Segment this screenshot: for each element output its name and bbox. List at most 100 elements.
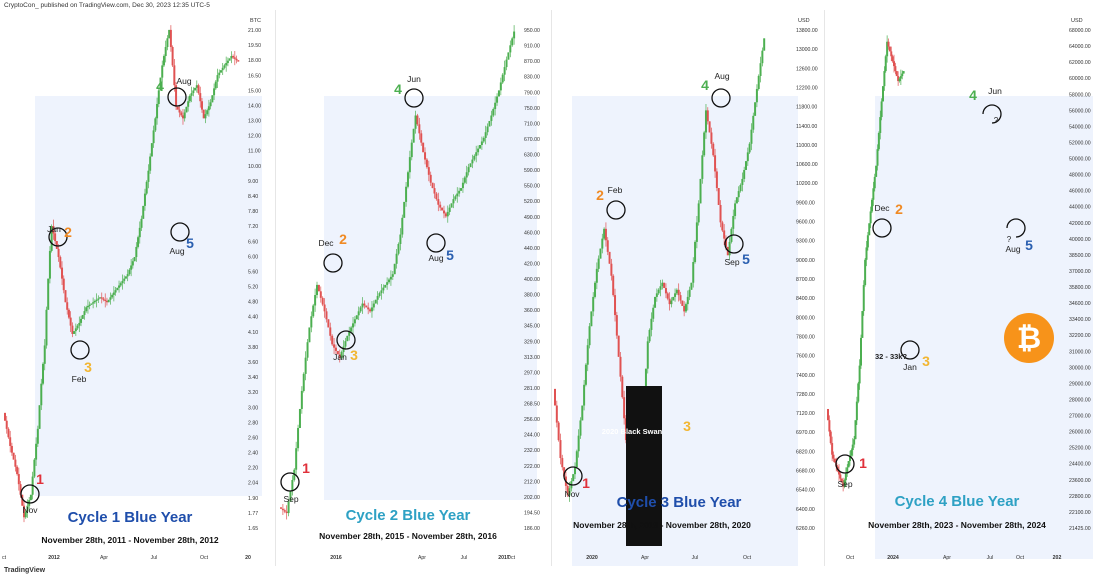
candle-body <box>312 305 315 317</box>
point-label: Aug <box>714 71 729 81</box>
candle-body <box>619 356 622 377</box>
candle-body <box>118 285 121 288</box>
candle-body <box>9 437 12 446</box>
candle-body <box>458 190 461 194</box>
candle-body <box>614 295 617 316</box>
price-tick: 10200.00 <box>796 181 818 187</box>
candle-body <box>755 88 758 103</box>
candle-body <box>50 226 53 251</box>
candle-body <box>599 248 602 259</box>
price-tick: 34600.00 <box>1069 301 1091 307</box>
candle-body <box>119 283 122 286</box>
candle-body <box>124 276 127 279</box>
candle-body <box>190 93 193 96</box>
candle-body <box>348 331 351 336</box>
price-tick: 7280.00 <box>796 392 815 398</box>
candle-body <box>851 444 854 451</box>
candle-body <box>473 155 476 160</box>
candle-body <box>574 467 577 475</box>
candle-body <box>860 337 862 366</box>
candle-body <box>380 290 383 294</box>
price-tick: 710.00 <box>524 121 540 127</box>
price-tick: 202.00 <box>524 495 540 501</box>
candle-body <box>893 61 895 67</box>
price-tick: 232.00 <box>524 448 540 454</box>
cycle-number: 2 <box>596 187 604 203</box>
candle-body <box>23 505 26 518</box>
candle-body <box>763 38 766 51</box>
candle-body <box>577 435 580 452</box>
candle-body <box>289 490 292 502</box>
candle-body <box>555 405 558 423</box>
candle-body <box>150 143 153 157</box>
price-tick: 14.00 <box>248 103 261 109</box>
candle-body <box>40 383 43 406</box>
candle-body <box>712 143 715 156</box>
candle-body <box>657 289 660 294</box>
candle-body <box>78 322 81 326</box>
candle-body <box>142 205 145 219</box>
candle-body <box>287 501 290 514</box>
candle-body <box>446 211 449 217</box>
time-tick: ct <box>2 555 7 561</box>
candle-body <box>883 71 886 87</box>
candle-body <box>425 159 428 168</box>
candle-body <box>861 311 864 338</box>
candle-body <box>501 74 504 83</box>
price-tick: 11800.00 <box>796 105 817 111</box>
candle-body <box>281 508 284 511</box>
candle-body <box>147 170 150 182</box>
candle-body <box>728 241 731 256</box>
price-tick: 56000.00 <box>1069 108 1091 114</box>
candle-body <box>714 155 717 172</box>
candle-body <box>456 193 459 197</box>
price-tick: 830.00 <box>524 75 540 81</box>
price-tick: 27000.00 <box>1069 414 1091 420</box>
candle-body <box>703 132 706 156</box>
cycle-number: 5 <box>1025 237 1033 253</box>
candle-body <box>76 325 79 329</box>
price-tick: 297.00 <box>524 370 540 376</box>
candle-body <box>321 297 324 305</box>
cycle-number: 4 <box>969 87 977 103</box>
candle-body <box>202 109 205 119</box>
price-tick: 42000.00 <box>1069 221 1091 227</box>
price-tick: 12200.00 <box>796 85 818 91</box>
candle-body <box>469 163 472 168</box>
candle-body <box>831 443 834 455</box>
candle-body <box>879 117 882 133</box>
candle-body <box>194 87 197 91</box>
point-label: Aug <box>176 76 191 86</box>
candle-body <box>183 112 186 119</box>
candle-body <box>225 63 228 66</box>
candle-body <box>844 473 847 481</box>
cycle-4-chart: 68000.00 64000.00 62000.00 60000.00 58000.00… <box>827 18 1093 561</box>
candle-body <box>759 63 762 76</box>
price-tick: 490.00 <box>524 215 540 221</box>
candle-body <box>843 480 846 487</box>
candle-body <box>899 76 902 79</box>
candle-body <box>73 331 76 334</box>
candle-body <box>849 455 851 461</box>
price-tick: 13.00 <box>248 119 261 125</box>
candle-body <box>207 106 210 111</box>
price-tick: 16.50 <box>248 73 261 79</box>
candle-body <box>677 289 680 296</box>
candle-body <box>450 203 453 208</box>
candle-body <box>355 315 358 320</box>
candle-body <box>395 253 398 264</box>
candle-body <box>195 85 198 88</box>
candle-body <box>197 85 200 94</box>
candle-body <box>54 233 57 242</box>
point-label: Feb <box>72 374 87 384</box>
candle-body <box>862 285 865 312</box>
candle-body <box>24 511 27 518</box>
candle-body <box>168 29 171 39</box>
candle-body <box>757 75 760 89</box>
candle-body <box>232 56 235 58</box>
candle-body <box>610 263 613 276</box>
candle-body <box>59 257 62 268</box>
candle-body <box>109 297 112 300</box>
candle-body <box>444 213 447 217</box>
marker-circle <box>835 454 855 474</box>
